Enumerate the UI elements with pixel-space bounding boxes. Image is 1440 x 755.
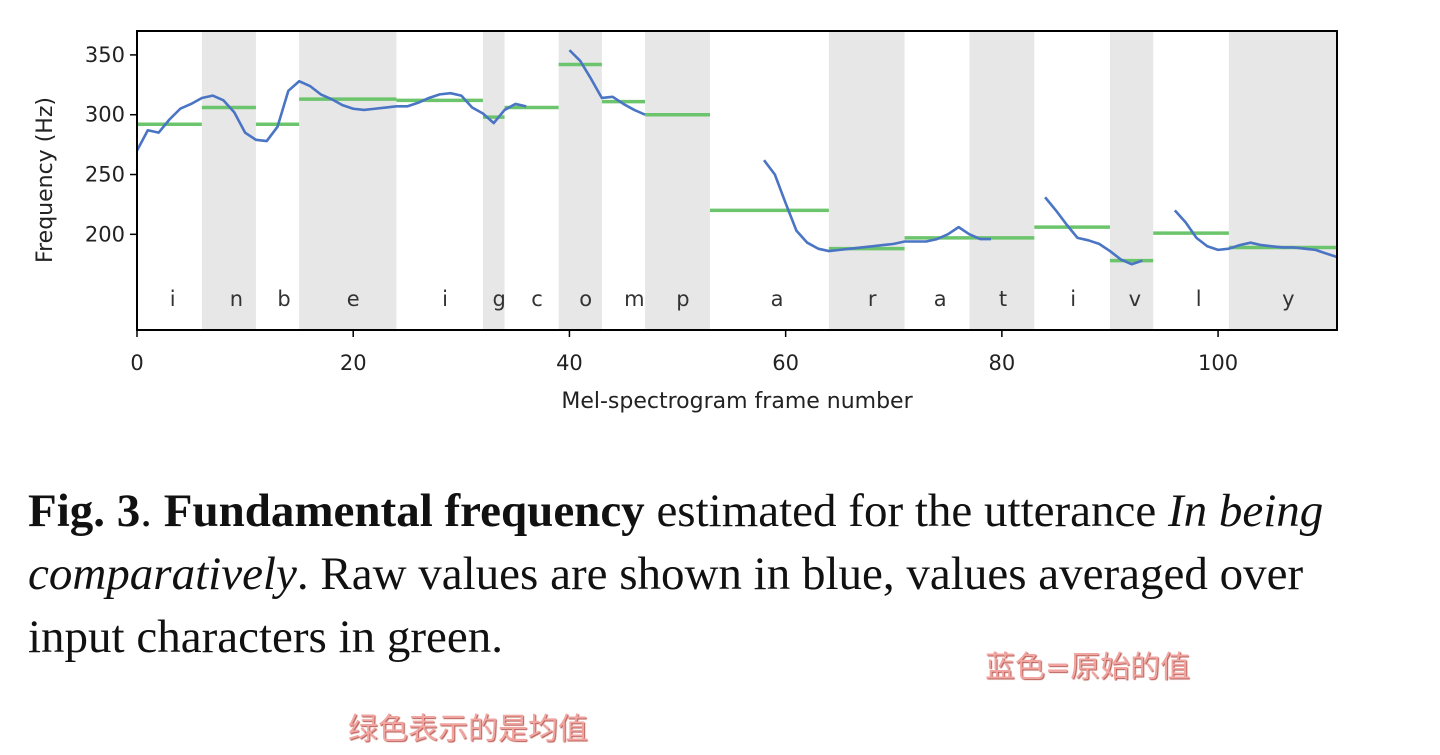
y-tick-label: 200 bbox=[85, 222, 125, 246]
figure-label: Fig. 3 bbox=[28, 485, 141, 537]
character-shade-band bbox=[201, 31, 256, 330]
character-label: v bbox=[1129, 287, 1141, 311]
green-annotation: 绿色表示的是均值 bbox=[348, 712, 588, 747]
x-tick-label: 80 bbox=[988, 351, 1015, 375]
character-shading bbox=[201, 31, 1337, 330]
caption-text-2: . Raw values are shown in blue, values a… bbox=[28, 548, 1304, 663]
character-shade-band bbox=[299, 31, 397, 330]
x-tick-label: 40 bbox=[556, 351, 583, 375]
figure-caption: Fig. 3. Fundamental frequency estimated … bbox=[28, 480, 1358, 669]
plot-frame bbox=[136, 30, 1338, 331]
y-tick-label: 350 bbox=[85, 43, 125, 67]
character-label: i bbox=[442, 287, 448, 311]
character-label: l bbox=[1196, 287, 1202, 311]
character-shade-band bbox=[645, 31, 710, 330]
character-label: b bbox=[277, 287, 290, 311]
raw-value-line bbox=[135, 79, 527, 152]
character-shade-band bbox=[1228, 31, 1337, 330]
y-tick-label: 250 bbox=[85, 163, 125, 187]
y-axis-label: Frequency (Hz) bbox=[33, 97, 58, 263]
character-label: e bbox=[347, 287, 360, 311]
caption-text-1: estimated for the utterance bbox=[644, 485, 1168, 537]
character-shade-band bbox=[828, 31, 905, 330]
x-ticks: 0 20 40 60 80 100 bbox=[130, 330, 1238, 375]
x-tick-label: 20 bbox=[340, 351, 367, 375]
character-label: o bbox=[579, 287, 592, 311]
raw-value-line bbox=[1044, 196, 1143, 266]
x-tick-label: 60 bbox=[772, 351, 799, 375]
character-label: c bbox=[531, 287, 543, 311]
raw-value-line bbox=[568, 49, 646, 116]
character-label: a bbox=[771, 287, 784, 311]
x-tick-label: 0 bbox=[130, 351, 143, 375]
character-shade-band bbox=[482, 31, 505, 330]
blue-annotation: 蓝色=原始的值 bbox=[985, 650, 1191, 685]
character-shade-band bbox=[969, 31, 1035, 330]
character-label: i bbox=[170, 287, 176, 311]
character-label: p bbox=[676, 287, 689, 311]
y-tick-label: 300 bbox=[85, 103, 125, 127]
character-label: r bbox=[868, 287, 877, 311]
raw-value-line bbox=[1173, 209, 1338, 259]
character-label: i bbox=[1070, 287, 1076, 311]
caption-separator: . bbox=[140, 485, 164, 537]
character-label: t bbox=[999, 287, 1007, 311]
raw-value-line bbox=[762, 159, 992, 253]
y-ticks: 200 250 300 350 bbox=[85, 43, 137, 246]
character-label: g bbox=[492, 287, 505, 311]
character-shade-band bbox=[558, 31, 602, 330]
caption-utterance: In being comparatively bbox=[28, 485, 1324, 600]
character-label: m bbox=[624, 287, 644, 311]
x-tick-label: 100 bbox=[1198, 351, 1238, 375]
character-label: n bbox=[230, 287, 243, 311]
character-label: a bbox=[934, 287, 947, 311]
character-shade-band bbox=[1109, 31, 1154, 330]
f0-chart: i n b e i g c o m p a r a t i v l y 0 20 40 60 80 100 200 250 30… bbox=[33, 30, 1338, 414]
raw-values-series bbox=[135, 49, 1338, 266]
caption-bold-term: Fundamental frequency bbox=[163, 485, 645, 537]
character-label: y bbox=[1282, 287, 1294, 311]
x-axis-label: Mel-spectrogram frame number bbox=[561, 389, 913, 414]
